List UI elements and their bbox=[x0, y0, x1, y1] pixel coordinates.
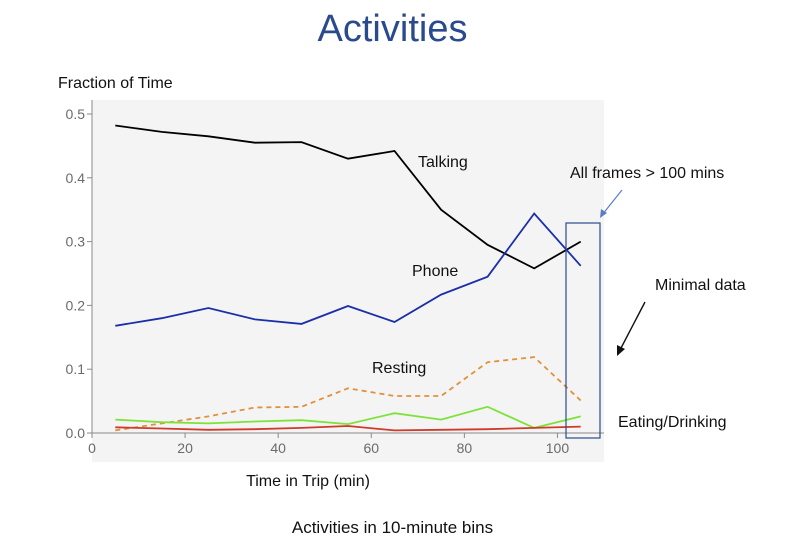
x-tick-label: 80 bbox=[457, 440, 473, 456]
y-tick-label: 0.1 bbox=[66, 361, 86, 377]
all-frames-arrow bbox=[601, 189, 623, 216]
y-axis-label: Fraction of Time bbox=[58, 75, 173, 92]
plot-background bbox=[92, 100, 604, 462]
all-frames-annotation: All frames > 100 mins bbox=[570, 165, 724, 182]
y-tick-label: 0.0 bbox=[66, 425, 86, 441]
series-line-resting bbox=[115, 356, 582, 432]
slide-title: Activities bbox=[317, 8, 468, 50]
caption: Activities in 10-minute bins bbox=[291, 518, 494, 537]
x-axis-label: Time in Trip (min) bbox=[246, 473, 370, 490]
minimal-data-annotation: Minimal data bbox=[655, 277, 746, 294]
x-tick-label: 0 bbox=[88, 440, 96, 456]
x-tick-label: 20 bbox=[177, 440, 193, 456]
series-label-eating-drinking: Eating/Drinking bbox=[618, 414, 727, 431]
series-label-phone: Phone bbox=[412, 263, 458, 280]
y-tick-label: 0.2 bbox=[66, 297, 86, 313]
minimal-data-arrowhead bbox=[617, 345, 625, 356]
y-tick-label: 0.4 bbox=[66, 170, 86, 186]
all-frames-arrowhead bbox=[600, 209, 607, 218]
series-label-resting: Resting bbox=[372, 360, 426, 377]
x-tick-label: 60 bbox=[363, 440, 379, 456]
series-line-phone bbox=[115, 212, 582, 327]
series-label-talking: Talking bbox=[418, 154, 468, 171]
highlight-box bbox=[565, 222, 601, 439]
y-tick-label: 0.5 bbox=[66, 106, 86, 122]
series-line-talking bbox=[115, 124, 582, 270]
x-tick-label: 40 bbox=[270, 440, 286, 456]
minimal-data-arrow bbox=[619, 301, 646, 351]
series-line-eating-drinking bbox=[115, 405, 581, 429]
x-tick-label: 100 bbox=[546, 440, 570, 456]
series-line-unnamed bbox=[115, 425, 581, 432]
y-tick-label: 0.3 bbox=[66, 234, 86, 250]
